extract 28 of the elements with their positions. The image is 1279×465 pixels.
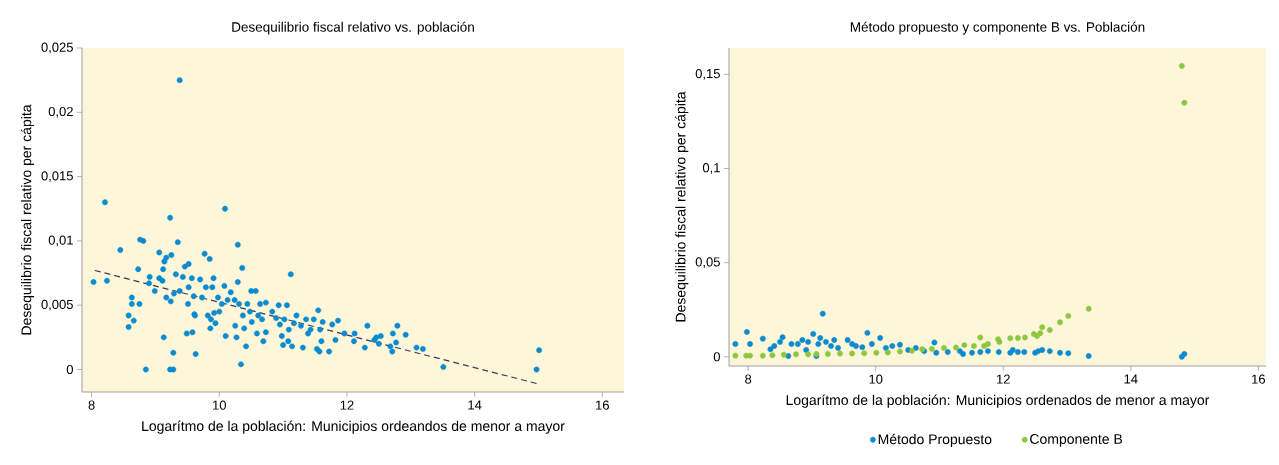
y-axis-title: Desequilibrio fiscal relativo per cápita bbox=[675, 91, 689, 322]
x-tick-label: 12 bbox=[997, 374, 1010, 384]
x-tick-label: 8 bbox=[88, 400, 95, 410]
chart-title: Método propuesto y componente B vs. Población bbox=[850, 21, 1145, 35]
y-tick-label: 0,02 bbox=[48, 106, 73, 118]
y-axis-title: Desequilibrio fiscal relativo per cápita bbox=[20, 104, 35, 335]
x-tick-label: 16 bbox=[1252, 374, 1266, 384]
x-tick-label: 16 bbox=[596, 400, 609, 410]
y-tick-label: 0,05 bbox=[695, 257, 720, 268]
y-tick-label: 0,015 bbox=[41, 171, 73, 182]
y-tick-label: 0 bbox=[713, 352, 720, 362]
legend-label: Componente B bbox=[1030, 434, 1123, 447]
y-tick-label: 0,1 bbox=[702, 163, 720, 174]
y-tick-label: 0,005 bbox=[41, 299, 73, 311]
y-tick-label: 0,15 bbox=[695, 68, 720, 80]
x-tick-label: 14 bbox=[468, 400, 482, 410]
x-tick-label: 14 bbox=[1124, 374, 1138, 384]
x-axis-title: Logarítmo de la población: Municipios ordeandos de menor a mayor bbox=[142, 420, 565, 434]
y-tick-label: 0,01 bbox=[48, 235, 73, 247]
legend-label: Método Propuesto bbox=[878, 433, 992, 447]
y-tick-label: 0,025 bbox=[41, 42, 73, 54]
x-tick-label: 8 bbox=[745, 374, 752, 384]
x-tick-label: 10 bbox=[213, 400, 226, 410]
chart-title: Desequilibrio fiscal relativo vs. población bbox=[232, 21, 474, 35]
y-tick-label: 0 bbox=[66, 364, 73, 375]
x-tick-label: 12 bbox=[340, 400, 354, 410]
x-tick-label: 10 bbox=[869, 374, 883, 384]
x-axis-title: Logarítmo de la población: Municipios ordenados de menor a mayor bbox=[786, 394, 1210, 408]
